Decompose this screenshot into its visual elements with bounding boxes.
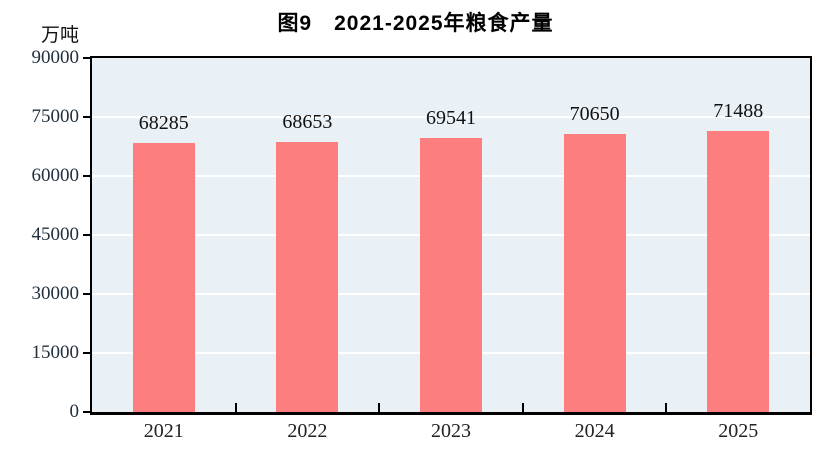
y-axis-tick-label: 0 — [69, 401, 80, 422]
y-axis-tick-label: 15000 — [31, 342, 80, 363]
x-axis-tick-label: 2024 — [574, 420, 615, 442]
y-axis-unit-label: 万吨 — [40, 25, 79, 46]
y-axis-tick — [83, 411, 92, 413]
bar-2024 — [563, 134, 626, 412]
y-axis-tick-label: 75000 — [31, 106, 80, 127]
x-axis-tick-label: 2021 — [143, 420, 184, 442]
chart-title: 图9 2021-2025年粮食产量 — [277, 12, 554, 35]
bar-value-label: 69541 — [426, 107, 476, 130]
y-axis-tick-label: 60000 — [31, 165, 80, 186]
bar-value-label: 70650 — [569, 103, 620, 126]
bar-value-label: 68653 — [282, 110, 333, 133]
bar-2023 — [420, 138, 482, 412]
gridline — [92, 116, 810, 118]
x-axis-tick-label: 2025 — [718, 420, 759, 442]
bar-value-label: 71488 — [713, 99, 764, 122]
x-axis-tick — [521, 403, 524, 412]
bar-2021 — [132, 143, 195, 412]
bar-2022 — [276, 141, 339, 412]
y-axis-tick-label: 90000 — [31, 47, 80, 68]
bar-value-label: 68285 — [138, 112, 189, 135]
y-axis-tick — [83, 175, 92, 177]
x-axis-tick — [378, 403, 381, 412]
y-axis-tick — [83, 57, 92, 59]
y-axis-tick — [83, 293, 92, 295]
bar-2025 — [707, 130, 770, 412]
x-axis-tick-label: 2023 — [431, 420, 471, 442]
y-axis-tick-label: 45000 — [31, 224, 80, 245]
x-axis-tick-label: 2022 — [287, 420, 328, 442]
y-axis-tick — [83, 116, 92, 118]
y-axis-tick — [83, 234, 92, 236]
y-axis-tick-label: 30000 — [31, 283, 80, 304]
x-axis-tick — [234, 403, 237, 412]
x-axis-tick — [665, 403, 668, 412]
y-axis-tick — [83, 352, 92, 354]
